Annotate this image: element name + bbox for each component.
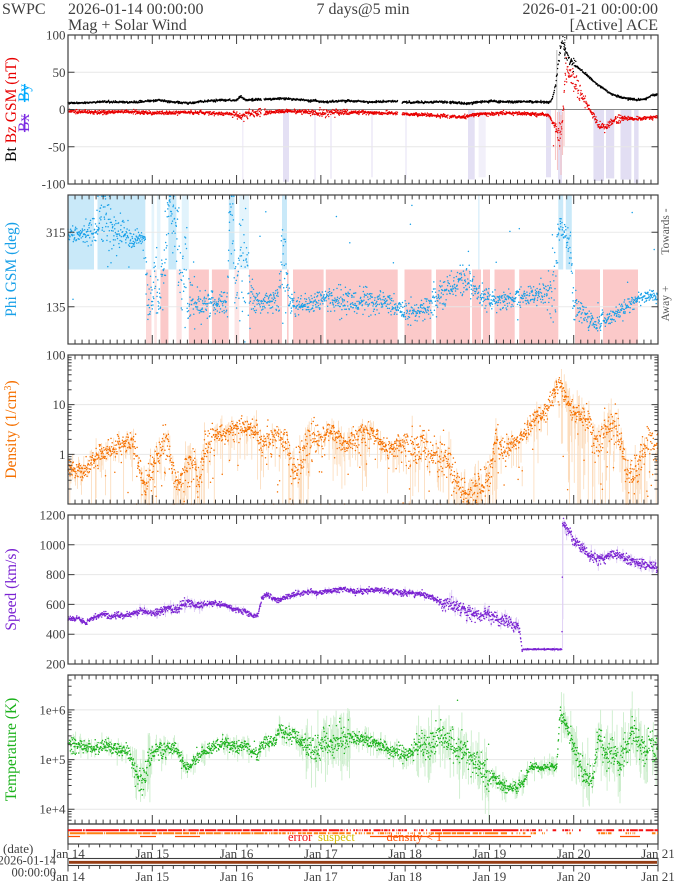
svg-text:Jan 14: Jan 14 (51, 869, 85, 884)
svg-text:800: 800 (46, 567, 66, 582)
svg-text:00:00:00: 00:00:00 (12, 866, 56, 880)
svg-text:error: error (288, 830, 313, 844)
svg-text:2026-01-14 00:00:00: 2026-01-14 00:00:00 (68, 1, 204, 18)
svg-text:Jan 15: Jan 15 (135, 846, 169, 861)
svg-text:(date): (date) (3, 841, 33, 856)
svg-text:Speed (km/s): Speed (km/s) (3, 548, 20, 630)
svg-text:315: 315 (46, 225, 66, 240)
svg-text:Jan 20: Jan 20 (557, 846, 591, 861)
svg-text:600: 600 (46, 597, 66, 612)
svg-text:Jan 17: Jan 17 (304, 869, 338, 884)
svg-text:1e+6: 1e+6 (39, 702, 66, 717)
svg-text:200: 200 (46, 657, 66, 672)
svg-text:By: By (16, 84, 33, 102)
svg-text:7 days@5 min: 7 days@5 min (317, 1, 410, 18)
svg-text:density < 1: density < 1 (387, 830, 443, 844)
svg-text:Bt Bz GSM (nT): Bt Bz GSM (nT) (3, 57, 20, 162)
svg-text:Mag + Solar Wind: Mag + Solar Wind (68, 17, 187, 34)
svg-text:Towards -: Towards - (660, 208, 672, 254)
svg-text:Jan 21: Jan 21 (641, 869, 675, 884)
svg-text:-100: -100 (42, 177, 66, 192)
svg-text:Jan 21: Jan 21 (641, 846, 675, 861)
svg-text:Jan 16: Jan 16 (220, 869, 254, 884)
svg-text:Jan 18: Jan 18 (388, 846, 422, 861)
svg-text:Jan 20: Jan 20 (557, 869, 591, 884)
svg-text:10: 10 (53, 397, 66, 412)
svg-text:Jan 19: Jan 19 (473, 846, 507, 861)
svg-text:1: 1 (59, 447, 66, 462)
svg-text:100: 100 (46, 28, 66, 43)
svg-text:1200: 1200 (40, 508, 66, 523)
svg-text:suspect: suspect (318, 830, 355, 844)
svg-text:-50: -50 (48, 139, 65, 154)
svg-text:Jan 14: Jan 14 (51, 846, 85, 861)
svg-text:1000: 1000 (40, 537, 66, 552)
svg-text:Density (1/cm3): Density (1/cm3) (3, 380, 20, 478)
svg-text:400: 400 (46, 627, 66, 642)
svg-text:Away +: Away + (660, 286, 672, 322)
svg-text:Jan 16: Jan 16 (220, 846, 254, 861)
svg-text:Temperature (K): Temperature (K) (3, 698, 20, 801)
svg-text:[Active] ACE: [Active] ACE (570, 17, 658, 34)
svg-text:100: 100 (46, 348, 66, 363)
svg-text:2026-01-21 00:00:00: 2026-01-21 00:00:00 (522, 1, 658, 18)
svg-text:Phi GSM (deg): Phi GSM (deg) (3, 222, 20, 317)
svg-text:Jan 19: Jan 19 (473, 869, 507, 884)
svg-text:135: 135 (46, 299, 66, 314)
svg-text:Jan 18: Jan 18 (388, 869, 422, 884)
svg-text:1e+5: 1e+5 (39, 752, 65, 767)
svg-text:Bx: Bx (16, 114, 33, 132)
svg-text:50: 50 (53, 65, 66, 80)
svg-text:2026-01-14: 2026-01-14 (0, 854, 57, 868)
svg-text:Jan 17: Jan 17 (304, 846, 338, 861)
svg-text:0: 0 (59, 102, 66, 117)
svg-text:SWPC: SWPC (2, 1, 46, 18)
svg-text:1e+4: 1e+4 (39, 802, 66, 817)
svg-text:Jan 15: Jan 15 (135, 869, 169, 884)
